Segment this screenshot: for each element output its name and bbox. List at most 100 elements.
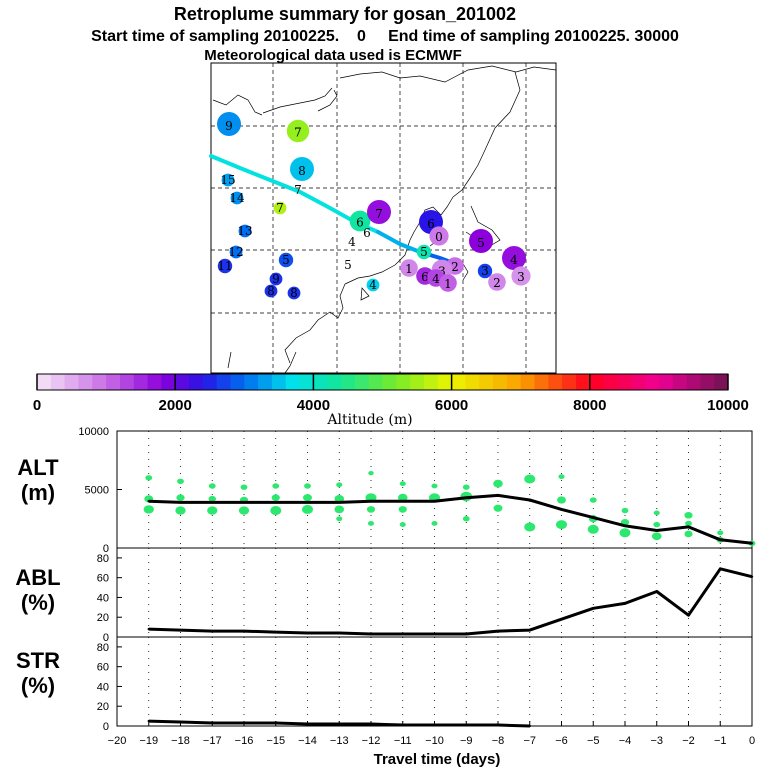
map-gridlines <box>211 63 556 373</box>
cluster-point <box>398 506 407 513</box>
map-cluster-label: 5 <box>282 253 290 267</box>
x-tick-label: −5 <box>587 735 600 747</box>
line-vertex <box>528 498 531 502</box>
line-vertex <box>369 632 373 636</box>
map-cluster-label: 6 <box>421 270 429 284</box>
cluster-point <box>175 506 186 515</box>
x-tick-label: −2 <box>682 735 695 747</box>
map-cluster-label: 4 <box>348 235 356 249</box>
chart-title: Retroplume summary for gosan_201002 <box>174 4 516 24</box>
map-cluster-circle <box>286 119 310 143</box>
map-cluster: 11 <box>217 258 233 274</box>
line-vertex <box>560 618 563 621</box>
map-cluster: 12 <box>228 245 243 259</box>
map-cluster: 15 <box>220 173 235 187</box>
map-cluster: 6 <box>363 226 371 240</box>
cluster-point <box>651 532 662 541</box>
x-tick-label: −8 <box>492 735 505 747</box>
x-tick-label: −20 <box>108 735 127 747</box>
colorbar-cell <box>534 374 549 390</box>
colorbar-ticks: 0 2000 4000 6000 8000 10000 <box>33 374 749 414</box>
line-vertex <box>528 628 531 632</box>
colorbar-cell <box>216 374 231 390</box>
colorbar-cell <box>161 374 176 390</box>
x-tick-label: −14 <box>298 735 317 747</box>
cluster-point <box>557 496 566 504</box>
map-coastlines <box>212 65 557 374</box>
map-cluster-label: 8 <box>298 164 306 178</box>
y-tick-label: 20 <box>97 612 109 624</box>
map-cluster-label: 3 <box>517 270 525 284</box>
colorbar-cell <box>299 374 314 390</box>
map-cluster-circle <box>217 258 233 274</box>
cluster-point <box>462 516 470 522</box>
line-vertex <box>306 631 309 635</box>
map-cluster-label: 8 <box>267 284 275 298</box>
y-tick-label: 10000 <box>78 426 109 438</box>
colorbar-cell <box>119 374 135 390</box>
cluster-point <box>589 497 597 503</box>
colorbar-cell <box>133 374 149 390</box>
coastline-segment <box>262 87 333 114</box>
chart-subtitle: Start time of sampling 20100225. 0 End t… <box>91 28 679 45</box>
colorbar-cell <box>382 374 397 390</box>
cluster-point <box>431 483 438 489</box>
map-cluster-label: 6 <box>356 215 364 229</box>
colorbar-cell <box>396 374 411 390</box>
map-cluster-label: 14 <box>229 191 245 205</box>
cluster-point <box>524 522 536 532</box>
cluster-point <box>684 511 693 519</box>
map-cluster: 1 <box>400 259 418 277</box>
line-vertex <box>592 516 595 519</box>
map-cluster-label: 0 <box>435 230 443 244</box>
colorbar-cell <box>700 374 715 390</box>
x-axis-label: Travel time (days) <box>374 751 501 768</box>
line-vertex <box>750 542 754 545</box>
coastline-segment <box>284 283 346 364</box>
colorbar-tick-label: 0 <box>33 397 41 414</box>
map-cluster-label: 7 <box>294 183 302 197</box>
map-cluster: 4 <box>366 278 380 292</box>
x-tick-label: −1 <box>714 735 727 747</box>
cluster-point <box>270 506 282 516</box>
line-vertex <box>338 501 341 504</box>
line-vertex <box>401 632 404 636</box>
map-cluster-label: 1 <box>444 277 452 291</box>
map-cluster: 7 <box>286 119 310 143</box>
panel-label: (m) <box>21 480 55 505</box>
map-cluster-label: 9 <box>272 272 280 286</box>
colorbar-cell <box>479 374 494 390</box>
colorbar-cell <box>714 374 729 390</box>
line-vertex <box>211 629 214 633</box>
cluster-point <box>238 506 250 515</box>
map-cluster: 2 <box>488 273 506 291</box>
y-tick-label: 80 <box>97 553 109 565</box>
map-cluster: 5 <box>344 258 352 272</box>
map-cluster-label: 4 <box>510 253 518 267</box>
line-vertex <box>433 632 436 636</box>
colorbar-tick-label: 8000 <box>573 397 606 414</box>
line-vertex <box>179 501 182 504</box>
cluster-point <box>619 528 631 538</box>
colorbar-cell <box>327 374 342 390</box>
map-cluster-label: 13 <box>237 224 252 238</box>
map-cluster: 14 <box>229 191 245 205</box>
y-tick-label: 0 <box>103 543 109 555</box>
colorbar-cell <box>617 374 632 390</box>
line-vertex <box>623 602 627 605</box>
cluster-point <box>145 475 153 481</box>
cluster-point <box>558 474 565 480</box>
y-tick-label: 80 <box>97 642 109 654</box>
cluster-point <box>431 521 438 526</box>
map-cluster-label: 15 <box>220 173 235 187</box>
x-tick-label: 0 <box>749 735 755 747</box>
line-vertex <box>655 529 658 532</box>
y-tick-label: 40 <box>97 681 109 693</box>
map-cluster-circle <box>469 229 493 253</box>
map-cluster-label: 5 <box>477 236 485 250</box>
colorbar-tick-label: 2000 <box>159 397 192 414</box>
map-cluster-circle <box>488 273 506 291</box>
colorbar-cell <box>341 374 356 390</box>
